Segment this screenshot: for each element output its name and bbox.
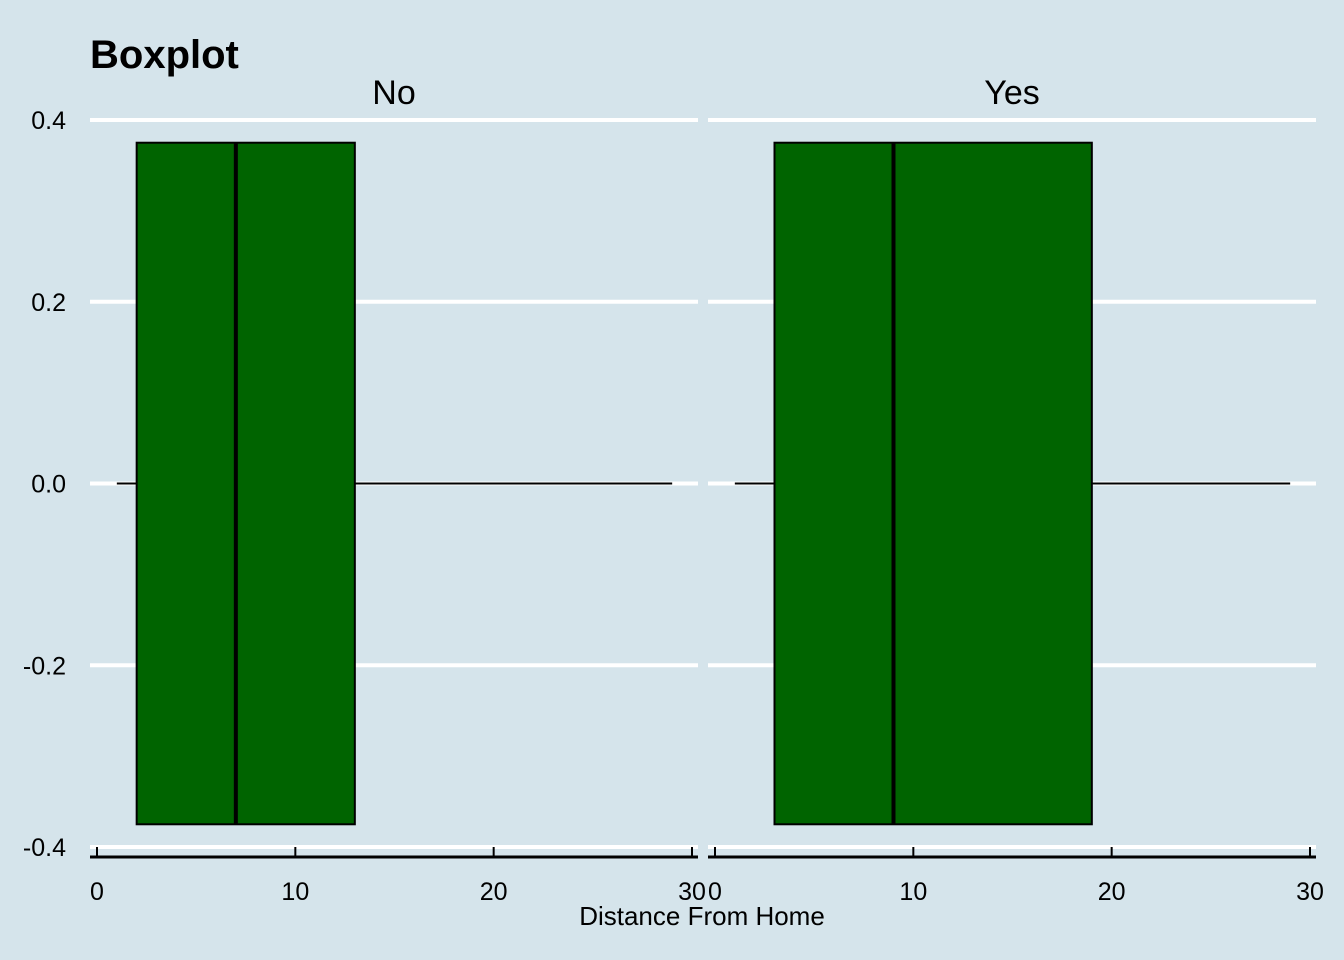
y-tick-label: -0.4 <box>23 834 66 862</box>
x-axis-title: Distance From Home <box>579 901 825 931</box>
y-tick-label: 0.0 <box>31 471 66 499</box>
facet-strip-label: No <box>372 74 415 112</box>
y-tick-label: 0.2 <box>31 289 66 317</box>
x-tick-label: 30 <box>678 878 706 906</box>
x-tick-label: 0 <box>708 878 722 906</box>
facet-panel-yes: Yes 0 10 20 30 <box>708 74 1324 906</box>
y-axis: 0.4 0.2 0.0 -0.2 -0.4 <box>23 107 66 862</box>
x-tick-label: 10 <box>281 878 309 906</box>
x-tick-label: 20 <box>480 878 508 906</box>
chart-title: Boxplot <box>90 33 239 77</box>
x-tick-label: 20 <box>1098 878 1126 906</box>
y-tick-label: -0.2 <box>23 652 66 680</box>
box <box>135 141 356 826</box>
x-tick-label: 0 <box>90 878 104 906</box>
facet-panels: No 0 10 20 30 Yes 0 10 20 30 <box>90 74 1324 906</box>
box <box>773 141 1093 826</box>
y-tick-label: 0.4 <box>31 107 66 135</box>
facet-panel-no: No 0 10 20 30 <box>90 74 706 906</box>
x-tick-label: 10 <box>899 878 927 906</box>
x-tick-label: 30 <box>1296 878 1324 906</box>
facet-strip-label: Yes <box>984 74 1039 112</box>
